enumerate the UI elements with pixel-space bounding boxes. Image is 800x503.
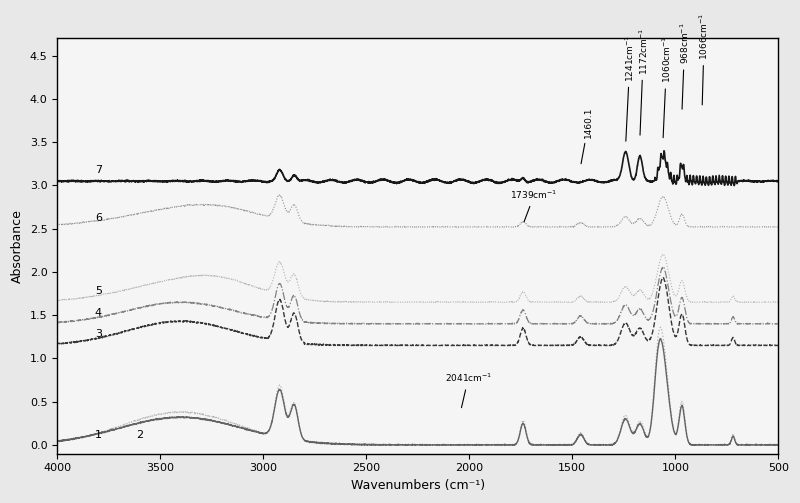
X-axis label: Wavenumbers (cm⁻¹): Wavenumbers (cm⁻¹)	[350, 479, 485, 492]
Text: 1460.1: 1460.1	[581, 107, 594, 163]
Text: 3: 3	[95, 329, 102, 340]
Text: 7: 7	[94, 165, 102, 175]
Y-axis label: Absorbance: Absorbance	[11, 209, 24, 283]
Text: 1: 1	[95, 430, 102, 440]
Text: 4: 4	[94, 308, 102, 318]
Text: 1172cm$^{-1}$: 1172cm$^{-1}$	[638, 27, 650, 135]
Text: 2: 2	[136, 430, 143, 440]
Text: 6: 6	[95, 213, 102, 223]
Text: 1241cm$^{-1}$: 1241cm$^{-1}$	[624, 34, 636, 141]
Text: 1060cm$^{-1}$: 1060cm$^{-1}$	[661, 36, 673, 138]
Text: 1066cm$^{-1}$: 1066cm$^{-1}$	[698, 13, 710, 105]
Text: 968cm$^{-1}$: 968cm$^{-1}$	[678, 23, 691, 109]
Text: 2041cm$^{-1}$: 2041cm$^{-1}$	[445, 372, 492, 407]
Text: 1739cm$^{-1}$: 1739cm$^{-1}$	[510, 189, 558, 222]
Text: 5: 5	[95, 286, 102, 296]
